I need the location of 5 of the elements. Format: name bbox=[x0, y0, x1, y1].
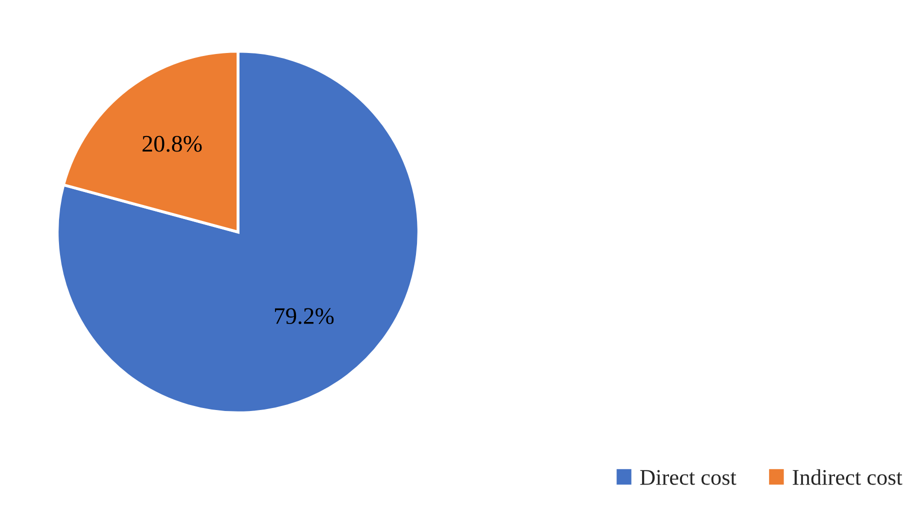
data-label: 79.2% bbox=[275, 308, 334, 324]
data-label: 20.8% bbox=[142, 136, 202, 152]
legend-label: Indirect cost bbox=[792, 469, 902, 485]
pie-slice bbox=[56, 50, 420, 414]
legend-label: Direct cost bbox=[640, 470, 736, 485]
